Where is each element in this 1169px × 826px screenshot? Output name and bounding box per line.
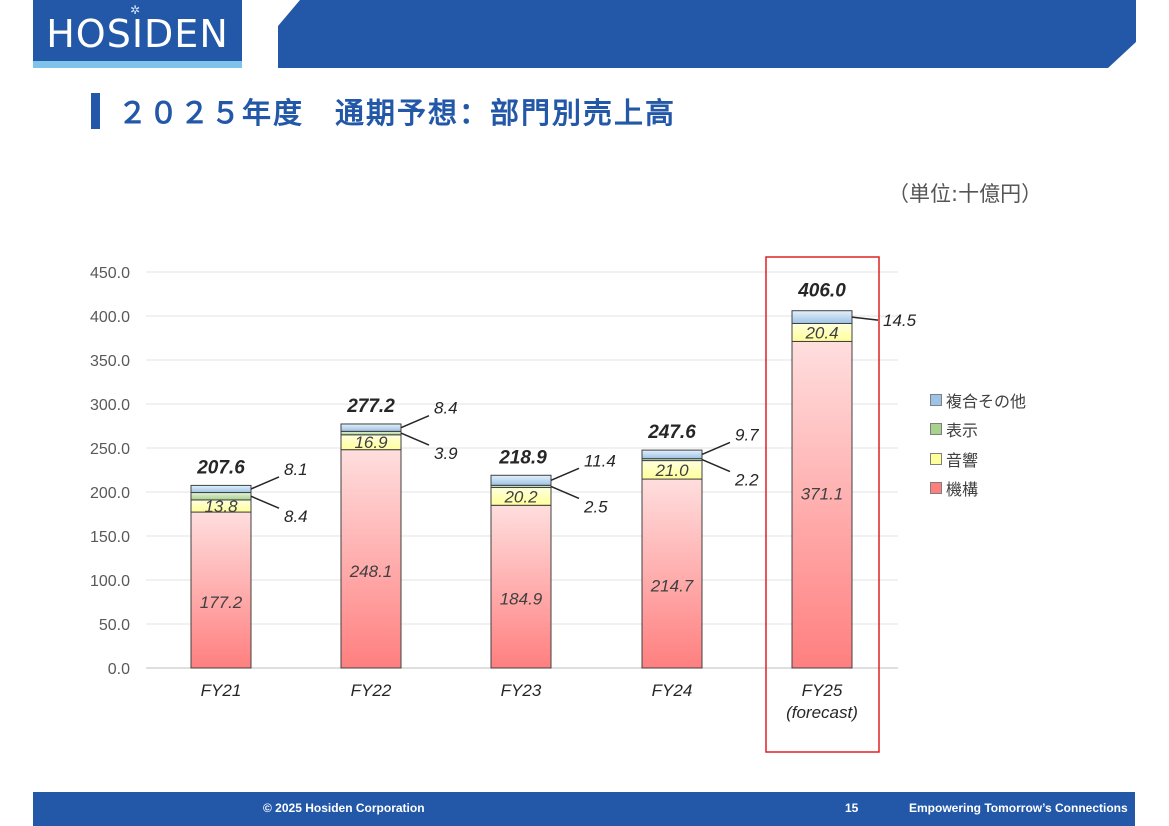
bar-value-label: 13.8 bbox=[204, 497, 238, 516]
bar-segment bbox=[642, 479, 702, 668]
footer-page-number: 15 bbox=[845, 801, 858, 815]
legend-label: 表示 bbox=[946, 417, 978, 441]
legend-item: 音響 bbox=[930, 444, 1026, 474]
bar-segment bbox=[191, 485, 251, 492]
legend-item: 表示 bbox=[930, 415, 1026, 445]
bar-value-label: 20.4 bbox=[804, 323, 838, 342]
total-label: 277.2 bbox=[346, 396, 395, 417]
total-label: 218.9 bbox=[498, 447, 547, 468]
x-category-label: FY25 bbox=[802, 681, 843, 700]
outside-value-label: 2.5 bbox=[583, 497, 608, 516]
outside-value-label: 11.4 bbox=[584, 451, 616, 470]
leader-line bbox=[401, 416, 429, 428]
chart-legend: 複合その他表示音響機構 bbox=[930, 385, 1026, 503]
bar-value-label: 177.2 bbox=[200, 593, 243, 612]
leader-line bbox=[251, 496, 279, 508]
bar-value-label: 21.0 bbox=[654, 461, 689, 480]
leader-line bbox=[251, 477, 279, 489]
bar-segment bbox=[792, 341, 852, 668]
leader-line bbox=[551, 468, 579, 480]
x-category-label: FY22 bbox=[351, 681, 392, 700]
x-category-label: FY23 bbox=[501, 681, 542, 700]
y-tick-label: 0.0 bbox=[108, 661, 130, 678]
x-category-label: FY21 bbox=[201, 681, 242, 700]
outside-value-label: 9.7 bbox=[735, 425, 759, 444]
y-tick-label: 400.0 bbox=[90, 309, 130, 326]
legend-label: 機構 bbox=[946, 476, 978, 500]
outside-value-label: 8.1 bbox=[284, 460, 308, 479]
bar-segment bbox=[491, 475, 551, 485]
bar-value-label: 16.9 bbox=[354, 433, 388, 452]
bar-value-label: 248.1 bbox=[349, 562, 393, 581]
x-category-label: (forecast) bbox=[786, 703, 858, 722]
bar-value-label: 214.7 bbox=[650, 577, 694, 596]
outside-value-label: 3.9 bbox=[434, 444, 458, 463]
legend-swatch bbox=[930, 482, 942, 494]
bar-segment bbox=[642, 450, 702, 459]
total-label: 406.0 bbox=[797, 281, 846, 302]
y-tick-label: 50.0 bbox=[99, 617, 130, 634]
leader-line bbox=[702, 460, 730, 472]
legend-swatch bbox=[930, 394, 942, 406]
legend-label: 音響 bbox=[946, 447, 978, 471]
bar-segment bbox=[341, 424, 401, 431]
legend-item: 複合その他 bbox=[930, 385, 1026, 415]
total-label: 207.6 bbox=[196, 457, 245, 478]
footer-tagline: Empowering Tomorrow’s Connections bbox=[909, 801, 1128, 815]
bar-segment bbox=[341, 450, 401, 668]
outside-value-label: 8.4 bbox=[434, 399, 458, 418]
y-tick-label: 350.0 bbox=[90, 353, 130, 370]
total-label: 247.6 bbox=[647, 422, 696, 443]
bar-segment bbox=[191, 512, 251, 668]
y-tick-label: 150.0 bbox=[90, 529, 130, 546]
y-tick-label: 250.0 bbox=[90, 441, 130, 458]
leader-line bbox=[852, 317, 878, 320]
legend-label: 複合その他 bbox=[946, 388, 1026, 412]
y-tick-label: 100.0 bbox=[90, 573, 130, 590]
outside-value-label: 2.2 bbox=[734, 471, 759, 490]
legend-swatch bbox=[930, 453, 942, 465]
legend-swatch bbox=[930, 423, 942, 435]
bar-value-label: 184.9 bbox=[500, 590, 543, 609]
y-tick-label: 300.0 bbox=[90, 397, 130, 414]
y-tick-label: 200.0 bbox=[90, 485, 130, 502]
legend-item: 機構 bbox=[930, 474, 1026, 504]
leader-line bbox=[401, 433, 429, 445]
outside-value-label: 8.4 bbox=[284, 507, 308, 526]
bar-segment bbox=[491, 505, 551, 668]
outside-value-label: 14.5 bbox=[883, 311, 917, 330]
y-tick-label: 450.0 bbox=[90, 265, 130, 282]
bar-segment bbox=[792, 311, 852, 324]
x-category-label: FY24 bbox=[652, 681, 693, 700]
bar-value-label: 20.2 bbox=[503, 487, 538, 506]
bar-value-label: 371.1 bbox=[801, 485, 844, 504]
footer-copyright: © 2025 Hosiden Corporation bbox=[263, 801, 425, 815]
